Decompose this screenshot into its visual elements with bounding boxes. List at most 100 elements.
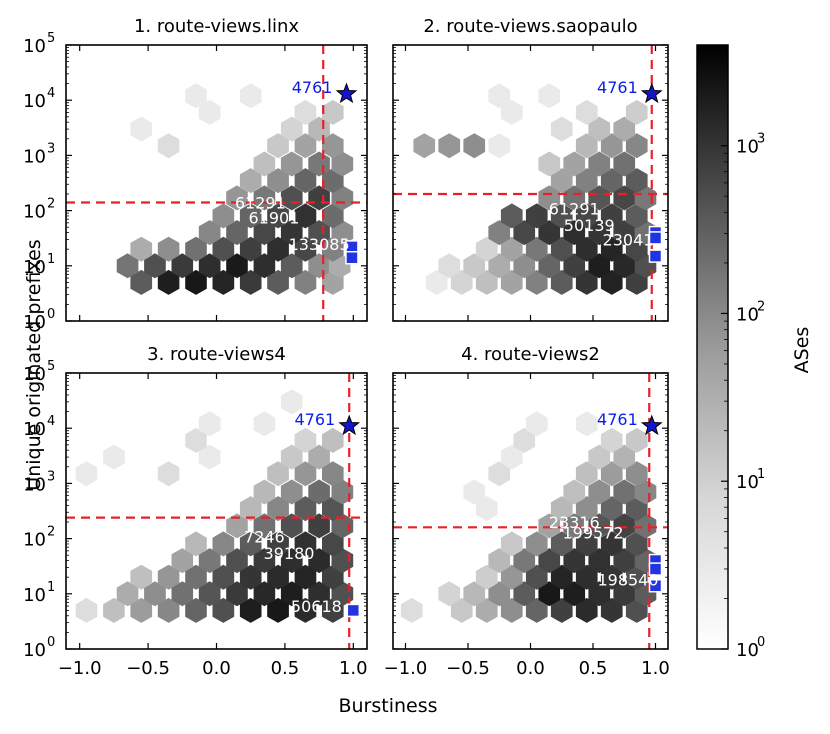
y-tick-label: 10 [23,585,46,606]
colorbar-tick-label: 10 [736,640,759,661]
y-tick-exponent: 1 [47,252,55,267]
hexbin-cell [475,597,498,623]
hexbin-cell [226,253,248,279]
hexbin-cell [613,185,636,211]
hexbin-cell [538,513,561,539]
hexbin-cell [253,253,276,279]
highlight-label: 4761 [597,78,638,97]
hexbin-cell [575,461,598,487]
hexbin-cell [294,564,317,590]
hexbin-cell [280,253,303,279]
hexbin-cell [331,151,354,177]
hexbin-cell [475,564,498,590]
hexbin-cell [294,99,317,125]
hexbin-cell [294,427,317,453]
panel-title: 2. route-views.saopaulo [423,16,637,37]
hexbin-cell [475,496,498,522]
hexbin-cell [525,236,548,262]
y-tick-label: 10 [23,257,46,278]
highlight-label: 4761 [292,78,333,97]
highlight-square [648,231,663,245]
hexbin-cell [212,203,235,229]
hexbin-cell [600,133,623,159]
hexbin-cell [613,116,636,142]
hexbin-cell [322,99,344,125]
hexbin-cell [294,597,317,623]
y-tick-label: 10 [23,364,46,385]
hexbin-cell [212,564,235,590]
asn-label: 23041 [603,230,654,249]
y-tick-label: 10 [23,146,46,167]
highlight-star [640,414,663,436]
hexbin-cell [475,269,498,295]
hexbin-cell [116,581,139,607]
hexbin-cell [563,513,586,539]
hexbin-cell [575,564,598,590]
hexbin-cell [226,220,248,246]
hexbin-cell [600,461,623,487]
hexbin-cell [563,479,586,505]
y-tick-label: 10 [23,91,46,112]
hexbin-cell [294,168,317,194]
hexbin-cell [308,513,330,539]
colorbar-tick-label: 10 [736,304,759,325]
hexbin-cell [253,479,276,505]
hexbin-cell [500,236,523,262]
y-tick-exponent: 3 [47,141,55,156]
hexbin-cell [130,236,153,262]
colorbar-tick-label: 10 [736,472,759,493]
hexbin-cell [253,411,276,437]
hexbin-cell [185,83,207,109]
hexbin-cell [450,269,473,295]
hexbin-cell [331,548,354,574]
hexbin-cell [550,564,573,590]
y-tick-label: 10 [23,202,46,223]
y-tick-exponent: 0 [47,307,55,322]
hexbin-cell [634,185,657,211]
y-tick-exponent: 4 [47,414,55,429]
hexbin-cell [625,427,648,453]
hexbin-cell [438,253,461,279]
hexbin-cell [463,133,486,159]
hexbin-cell [538,253,561,279]
hexbin-cell [185,427,207,453]
hexbin-cell [575,597,598,623]
asn-label: 23316 [549,513,600,532]
y-tick-exponent: 2 [47,197,55,212]
hexbin-cell [239,168,262,194]
hexbin-cell [634,513,657,539]
asn-label: 61901 [249,208,300,227]
hexbin-cell [625,99,648,125]
hexbin-cell [550,116,573,142]
hexbin-cell [613,581,636,607]
hexbin-cell [212,236,235,262]
hexbin-cell [588,479,611,505]
hexbin-cell [513,220,536,246]
hexbin-cell [331,185,354,211]
hexbin-cell [267,496,289,522]
y-tick-exponent: 5 [47,31,55,46]
hexbin-cell [171,581,194,607]
hexbin-cell [625,461,648,487]
hexbin-cell [294,531,317,557]
hexbin-cell [294,236,317,262]
hexbin-cell [239,496,262,522]
hexbin-cell [308,185,330,211]
hexbin-cell [157,461,180,487]
hexbin-cell [331,513,354,539]
hexbin-cell [267,564,289,590]
hexbin-cell [322,203,344,229]
hexbin-cell [280,151,303,177]
hexbin-cell [513,253,536,279]
hexbin-cell [525,61,548,87]
colorbar-tick-exponent: 3 [757,132,765,147]
hexbin-cell [294,496,317,522]
asn-label: 7246 [244,527,285,546]
hexbin-cell [253,513,276,539]
hexbin-cell [157,236,180,262]
hexbin-cell [308,116,330,142]
